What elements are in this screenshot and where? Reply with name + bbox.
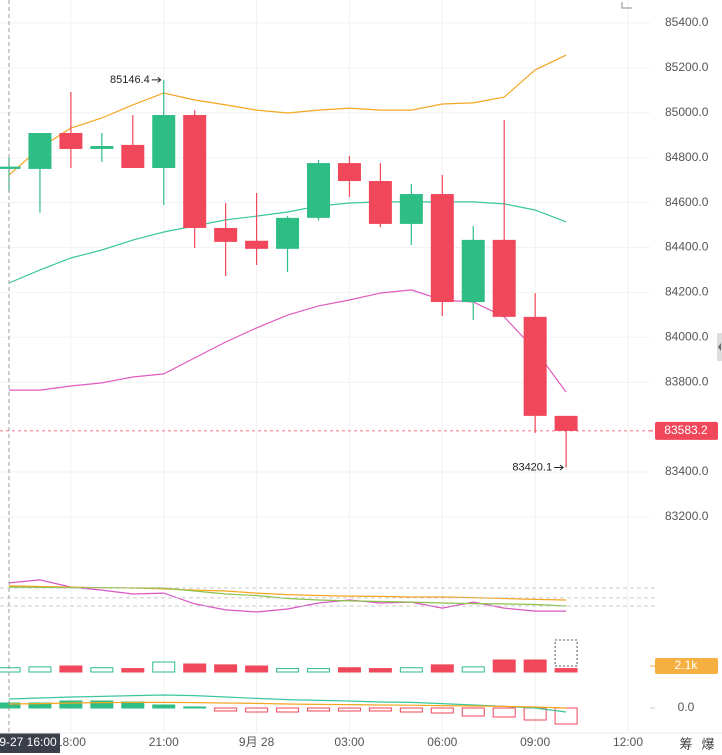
volume-bar bbox=[523, 659, 547, 673]
volume-bar bbox=[214, 664, 238, 673]
candle-body bbox=[28, 132, 52, 169]
volume-bar bbox=[276, 668, 300, 673]
x-tick-label: 03:00 bbox=[334, 735, 364, 749]
volume-bar bbox=[430, 664, 454, 673]
histogram-bar bbox=[430, 707, 454, 714]
candle-body bbox=[276, 217, 300, 249]
y-tick-label: 83400.0 bbox=[665, 464, 709, 478]
x-tick-label: 18:00 bbox=[56, 735, 86, 749]
histogram-bar bbox=[399, 707, 423, 713]
volume-bar bbox=[121, 668, 145, 673]
y-tick-label: 85200.0 bbox=[665, 60, 709, 74]
y-tick-label: 2.1k bbox=[675, 658, 699, 672]
histogram-bar bbox=[183, 706, 207, 709]
volume-bar bbox=[554, 668, 578, 673]
x-tick-label: 12:00 bbox=[613, 735, 643, 749]
x-tick-label: 9月 28 bbox=[239, 735, 275, 749]
volume-bar bbox=[245, 665, 269, 673]
indicator-line bbox=[8, 579, 567, 613]
candle-body bbox=[121, 144, 145, 169]
volume-bar bbox=[90, 667, 114, 673]
y-tick-label: 0.0 bbox=[678, 700, 695, 714]
histogram-bar bbox=[152, 704, 176, 709]
extreme-arrow bbox=[151, 77, 162, 83]
histogram-bar bbox=[276, 707, 300, 713]
extreme-label: 85146.4 bbox=[110, 74, 150, 86]
extreme-arrow bbox=[554, 464, 564, 471]
histogram-bar bbox=[90, 700, 114, 709]
volume-bar bbox=[28, 666, 52, 673]
y-tick-label: 85400.0 bbox=[665, 15, 709, 29]
histogram-bar bbox=[368, 707, 392, 712]
band-line bbox=[8, 201, 567, 284]
candle-body bbox=[368, 181, 392, 224]
y-tick-tag bbox=[655, 658, 718, 674]
y-tick-label: 84400.0 bbox=[665, 240, 709, 254]
candle-body bbox=[245, 240, 269, 249]
histogram-bar bbox=[59, 700, 83, 709]
volume-bar bbox=[337, 667, 361, 673]
indicator-line bbox=[8, 701, 567, 709]
candle-body bbox=[399, 194, 423, 224]
extreme-label: 83420.1 bbox=[512, 461, 552, 473]
y-tick-label: 84800.0 bbox=[665, 150, 709, 164]
histogram-bar bbox=[307, 707, 330, 712]
histogram-bar bbox=[492, 707, 516, 718]
crosshair-tag bbox=[0, 733, 60, 753]
candle-body bbox=[430, 194, 454, 303]
histogram-bar bbox=[337, 707, 361, 712]
candle-body bbox=[554, 415, 578, 431]
toolbar-button[interactable]: 爆 bbox=[701, 736, 714, 751]
candle-body bbox=[90, 146, 114, 149]
candle-body bbox=[492, 239, 516, 317]
candle-body bbox=[183, 115, 207, 228]
candle-body bbox=[461, 239, 485, 303]
volume-bar bbox=[461, 666, 485, 673]
candle-body bbox=[307, 163, 330, 218]
crosshair-label: 9-27 16:00 bbox=[0, 735, 57, 749]
volume-bar bbox=[59, 665, 83, 673]
candle-body bbox=[523, 316, 547, 416]
corner-icon[interactable] bbox=[621, 2, 632, 9]
y-tick-label: 85000.0 bbox=[665, 105, 709, 119]
candle-body bbox=[59, 132, 83, 149]
histogram-bar bbox=[214, 707, 238, 712]
histogram-bar bbox=[245, 707, 269, 713]
x-tick-label: 06:00 bbox=[427, 735, 457, 749]
candle-body bbox=[337, 163, 361, 182]
volume-bar bbox=[307, 668, 330, 673]
toolbar-button[interactable]: 筹 bbox=[679, 736, 692, 751]
volume-bar bbox=[152, 661, 176, 673]
volume-bar bbox=[492, 659, 516, 673]
candle-body bbox=[0, 166, 21, 169]
x-tick-label: 21:00 bbox=[149, 735, 179, 749]
histogram-bar bbox=[461, 707, 485, 717]
y-tick-label: 83800.0 bbox=[665, 374, 709, 388]
y-tick-label: 84600.0 bbox=[665, 195, 709, 209]
indicator-line bbox=[8, 694, 567, 713]
current-price-label: 83583.2 bbox=[664, 423, 708, 437]
y-tick-label: 83200.0 bbox=[665, 509, 709, 523]
y-tick-label: 84000.0 bbox=[665, 329, 709, 343]
plot-area bbox=[0, 0, 650, 733]
candle-body bbox=[214, 227, 238, 242]
x-tick-label: 09:00 bbox=[520, 735, 550, 749]
volume-bar bbox=[368, 668, 392, 673]
histogram-bar bbox=[28, 702, 52, 709]
current-price-tag bbox=[655, 421, 718, 440]
volume-bar bbox=[183, 663, 207, 673]
volume-bar bbox=[399, 667, 423, 673]
side-toggle-arrow bbox=[718, 343, 721, 351]
y-tick-label: 84200.0 bbox=[665, 285, 709, 299]
band-line bbox=[8, 54, 567, 176]
candle-body bbox=[152, 115, 176, 169]
